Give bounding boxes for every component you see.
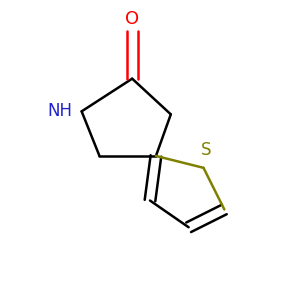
Text: NH: NH <box>48 102 73 120</box>
Text: O: O <box>125 10 139 28</box>
Text: S: S <box>201 141 212 159</box>
